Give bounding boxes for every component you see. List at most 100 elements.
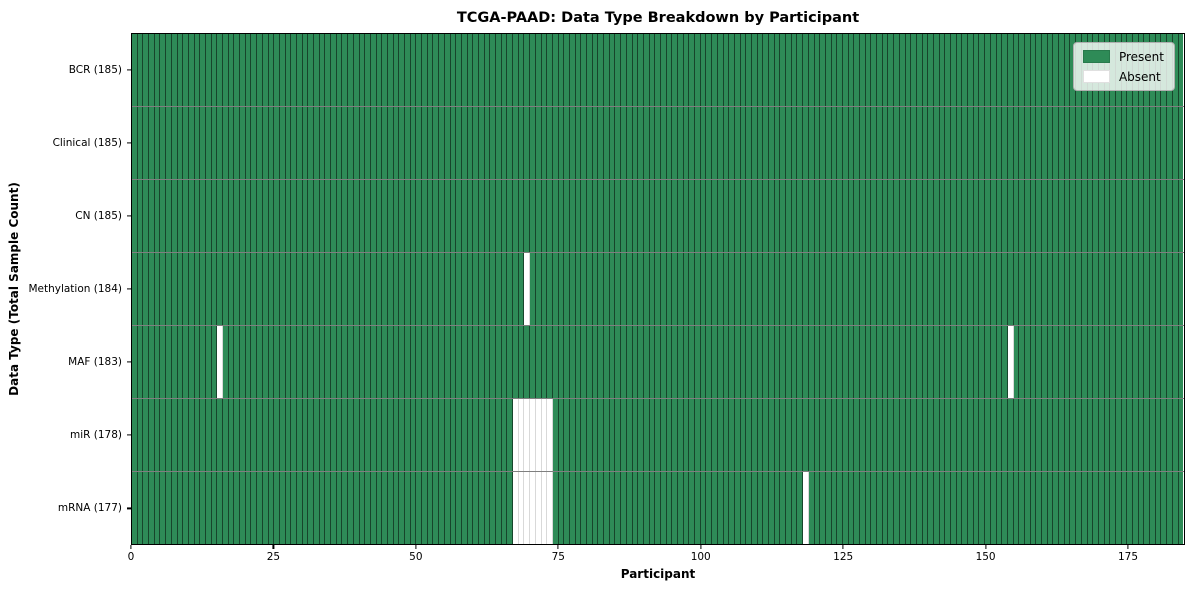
heatmap-cell	[871, 399, 878, 471]
heatmap-cell	[223, 472, 229, 544]
heatmap-cell	[626, 472, 633, 544]
heatmap-cell	[615, 326, 622, 398]
heatmap-cell	[712, 326, 718, 398]
y-tick-label: Methylation (184)	[28, 283, 122, 295]
heatmap-cell	[1115, 399, 1122, 471]
heatmap-cell	[160, 107, 167, 179]
heatmap-cell	[1042, 253, 1048, 325]
heatmap-cell	[530, 180, 536, 252]
heatmap-cell	[530, 107, 536, 179]
heatmap-cell	[1161, 107, 1168, 179]
heatmap-cell	[666, 180, 673, 252]
heatmap-cell	[461, 326, 468, 398]
heatmap-cell	[171, 253, 178, 325]
heatmap-cell	[1064, 34, 1071, 106]
heatmap-cell	[410, 326, 417, 398]
x-tick-label: 75	[551, 551, 565, 563]
heatmap-cell	[547, 399, 553, 471]
heatmap-cell	[825, 326, 832, 398]
heatmap-cell	[922, 326, 929, 398]
heatmap-cell	[365, 472, 371, 544]
heatmap-cell	[314, 472, 320, 544]
heatmap-cell	[683, 180, 690, 252]
heatmap-cell	[461, 253, 468, 325]
heatmap-cell	[877, 472, 883, 544]
heatmap-cell	[314, 34, 320, 106]
heatmap-cell	[541, 253, 548, 325]
heatmap-cell	[729, 180, 735, 252]
heatmap-cell	[1013, 107, 1020, 179]
heatmap-cell	[1064, 399, 1071, 471]
heatmap-cell	[956, 253, 963, 325]
heatmap-cell	[308, 472, 314, 544]
heatmap-cell	[695, 253, 701, 325]
heatmap-cell	[1007, 253, 1014, 325]
heatmap-cell	[1098, 326, 1105, 398]
heatmap-cell	[535, 472, 542, 544]
heatmap-cell	[541, 472, 548, 544]
heatmap-cell	[951, 253, 957, 325]
heatmap-cell	[569, 253, 576, 325]
heatmap-cell	[1076, 472, 1082, 544]
heatmap-cell	[837, 107, 843, 179]
heatmap-cell	[700, 180, 707, 252]
heatmap-cell	[814, 472, 821, 544]
heatmap-cell	[797, 253, 804, 325]
heatmap-cell	[342, 253, 349, 325]
heatmap-cell	[854, 253, 860, 325]
heatmap-cell	[171, 326, 178, 398]
heatmap-cell	[319, 107, 326, 179]
heatmap-cell	[302, 34, 309, 106]
heatmap-cell	[399, 326, 405, 398]
heatmap-cell	[484, 326, 491, 398]
heatmap-cell	[245, 399, 252, 471]
heatmap-cell	[1081, 399, 1088, 471]
heatmap-cell	[137, 326, 144, 398]
heatmap-cell	[985, 326, 991, 398]
heatmap-cell	[166, 34, 172, 106]
heatmap-cell	[649, 253, 656, 325]
heatmap-cell	[894, 180, 900, 252]
heatmap-cell	[160, 34, 167, 106]
heatmap-cell	[558, 107, 565, 179]
heatmap-cell	[348, 399, 354, 471]
heatmap-cell	[587, 399, 593, 471]
heatmap-cell	[296, 472, 303, 544]
heatmap-cell	[1121, 399, 1128, 471]
heatmap-cell	[1024, 326, 1031, 398]
heatmap-cell	[933, 472, 940, 544]
heatmap-cell	[774, 399, 781, 471]
heatmap-cell	[387, 34, 394, 106]
heatmap-cell	[319, 180, 326, 252]
heatmap-cell	[433, 472, 440, 544]
heatmap-cell	[490, 107, 496, 179]
heatmap-cell	[786, 34, 792, 106]
heatmap-cell	[296, 34, 303, 106]
heatmap-cell	[223, 34, 229, 106]
heatmap-cell	[154, 34, 161, 106]
heatmap-cell	[649, 107, 656, 179]
heatmap-cell	[632, 326, 639, 398]
heatmap-cell	[797, 180, 804, 252]
heatmap-cell	[200, 326, 206, 398]
heatmap-cell	[1144, 180, 1151, 252]
heatmap-cell	[615, 107, 622, 179]
heatmap-cell	[1178, 180, 1184, 252]
heatmap-cell	[348, 180, 354, 252]
heatmap-cell	[473, 253, 479, 325]
heatmap-cell	[848, 253, 855, 325]
heatmap-cell	[672, 253, 678, 325]
heatmap-cell	[137, 107, 144, 179]
heatmap-cell	[689, 472, 696, 544]
heatmap-cell	[678, 472, 684, 544]
heatmap-cell	[558, 34, 565, 106]
heatmap-cell	[837, 34, 843, 106]
heatmap-cell	[370, 34, 377, 106]
heatmap-cell	[990, 107, 997, 179]
heatmap-cell	[1144, 253, 1151, 325]
absent-swatch	[1082, 70, 1110, 83]
x-tick-mark	[1127, 545, 1129, 549]
heatmap-cell	[729, 253, 735, 325]
heatmap-cell	[820, 472, 826, 544]
heatmap-cell	[564, 107, 570, 179]
